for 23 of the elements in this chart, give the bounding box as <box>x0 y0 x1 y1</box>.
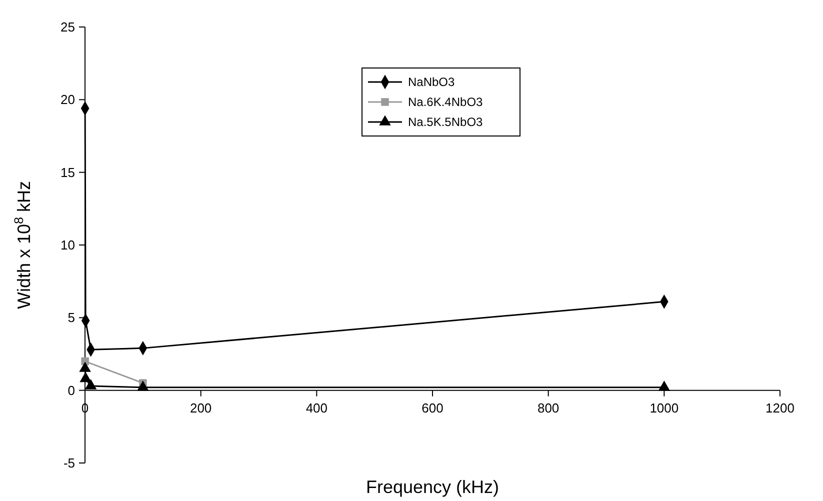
point <box>81 357 89 366</box>
legend-label: NaNbO3 <box>408 75 456 90</box>
y-tick-label: 0 <box>68 382 75 398</box>
point <box>84 379 97 390</box>
point <box>137 380 149 391</box>
x-tick-label: 1200 <box>766 400 794 416</box>
y-tick-label: 10 <box>60 238 75 253</box>
y-tick-label: 20 <box>60 92 75 108</box>
x-tick-label: 600 <box>422 400 444 416</box>
x-tick-label: 1000 <box>650 400 679 416</box>
point <box>658 380 670 391</box>
x-tick-label: 400 <box>306 400 328 416</box>
point <box>80 372 92 382</box>
legend-label: Na.6K.4NbO3 <box>408 95 484 110</box>
x-tick-label: 800 <box>537 400 560 416</box>
y-tick-label: 5 <box>68 310 75 326</box>
legend-label: Na.5K.5NbO3 <box>408 115 484 130</box>
y-tick-label: 15 <box>60 164 75 180</box>
x-axis-title: Frequency (kHz) <box>366 477 500 497</box>
x-tick-label: 200 <box>190 400 212 416</box>
y-tick-label: 25 <box>60 20 75 35</box>
point <box>79 362 91 372</box>
y-tick-label: -5 <box>63 456 75 471</box>
